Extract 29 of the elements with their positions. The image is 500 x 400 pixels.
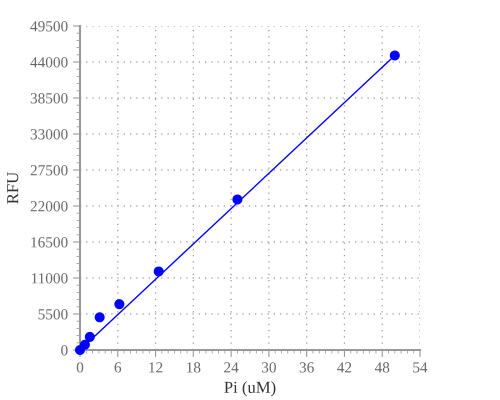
y-tick-label: 11000 [32, 273, 68, 284]
x-tick-label: 42 [337, 362, 352, 372]
y-tick-label: 16500 [31, 237, 68, 248]
y-tick-label: 38500 [30, 93, 68, 104]
y-tick-label: 49500 [30, 21, 68, 32]
x-tick-label: 12 [149, 362, 162, 372]
y-tick-label: 5500 [38, 309, 68, 320]
x-tick-label: 0 [76, 362, 84, 373]
x-tick-label: 36 [300, 362, 314, 373]
y-tick-label: 22000 [30, 201, 68, 212]
x-tick-label: 48 [374, 362, 390, 373]
point [94, 312, 105, 322]
point [84, 332, 95, 342]
x-tick-label: 24 [224, 362, 239, 372]
x-tick-label: 54 [413, 362, 428, 373]
x-axis-title: Pi (uM) [224, 381, 276, 396]
y-tick-label: 27500 [30, 165, 68, 176]
x-tick-label: 6 [114, 362, 122, 373]
point [232, 194, 242, 204]
y-axis-title: RFU [7, 172, 18, 204]
point [154, 266, 164, 276]
point [80, 340, 90, 350]
point [114, 299, 124, 310]
point [390, 50, 400, 60]
x-tick-label: 18 [187, 362, 200, 373]
x-tick-label: 30 [262, 362, 276, 373]
y-tick-label: 33000 [30, 129, 68, 140]
y-tick-label: 0 [61, 345, 68, 356]
y-tick-label: 44000 [30, 57, 68, 68]
